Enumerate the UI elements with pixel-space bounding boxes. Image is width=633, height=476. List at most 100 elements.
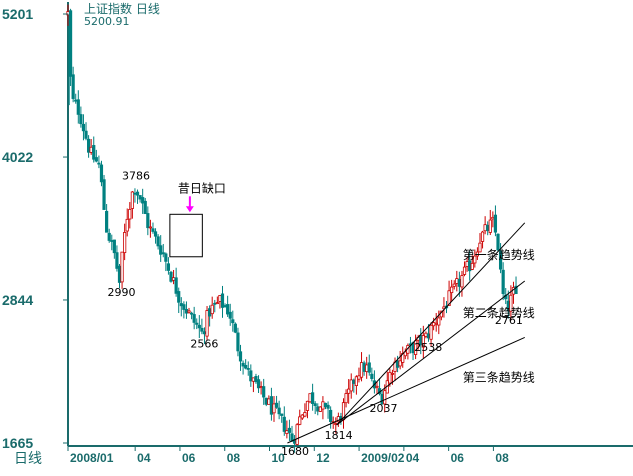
candle-down (501, 269, 505, 294)
candle-down (151, 228, 155, 232)
candle-up (285, 430, 289, 434)
candle-down (138, 195, 142, 200)
x-tick-label: 04 (137, 451, 151, 465)
candle-down (143, 200, 147, 215)
candle-down (208, 308, 212, 317)
candle-down (107, 232, 111, 241)
candle-down (370, 373, 374, 379)
chart-header: 上证指数 日线 5200.91 日线 (14, 1, 160, 467)
point-label: 2538 (414, 341, 442, 354)
y-tick-label: 4022 (2, 149, 33, 165)
candle-down (233, 323, 237, 333)
candle-down (174, 277, 178, 294)
candle-down (156, 236, 160, 247)
candle-down (141, 197, 145, 204)
candle-up (357, 375, 361, 380)
y-tick-labels: 5201 4022 2844 1665 (2, 6, 68, 451)
candle-down (202, 331, 207, 335)
point-label: 2990 (107, 286, 135, 299)
candle-down (94, 157, 98, 162)
candle-up (452, 283, 456, 287)
candle-down (262, 386, 266, 398)
gap-annotation: 昔日缺口 (169, 180, 226, 258)
candle-up (475, 251, 480, 257)
candle-up (359, 362, 364, 378)
x-tick-label: 04 (406, 451, 420, 465)
candle-up (295, 424, 299, 445)
candle-up (488, 219, 492, 233)
candle-down (249, 370, 253, 382)
candle-up (303, 412, 307, 417)
candle-down (362, 362, 366, 372)
candle-down (493, 214, 498, 233)
gap-arrow-head (185, 206, 194, 213)
candle-up (120, 251, 124, 283)
candle-up (89, 146, 93, 153)
candle-up (383, 390, 387, 405)
candle-up (123, 232, 127, 254)
candle-down (323, 402, 328, 408)
candle-down (169, 271, 173, 282)
x-tick-label: 06 (451, 451, 465, 465)
trendline (287, 336, 525, 444)
x-tick-label: 06 (182, 451, 196, 465)
candle-up (424, 332, 428, 337)
candle-down (282, 416, 286, 432)
candle-up (305, 400, 310, 411)
candle-down (192, 314, 196, 323)
y-tick-label: 1665 (2, 435, 33, 451)
candle-up (403, 351, 407, 357)
candle-down (105, 210, 109, 233)
candle-down (241, 362, 245, 367)
candle-up (130, 191, 134, 209)
trendline (336, 280, 526, 426)
candle-up (434, 322, 438, 325)
candle-up (218, 295, 222, 302)
candle-down (164, 253, 168, 262)
candle-up (267, 398, 271, 405)
candle-down (236, 332, 240, 352)
candle-up (148, 226, 152, 229)
candle-up (398, 360, 402, 367)
candle-up (388, 371, 392, 384)
candle-down (97, 162, 101, 165)
candle-up (349, 379, 353, 392)
candle-down (496, 233, 500, 251)
candle-down (189, 312, 194, 315)
y-tick-label: 5201 (2, 6, 33, 22)
candle-up (491, 216, 495, 220)
candle-down (153, 231, 158, 237)
candle-up (483, 224, 487, 232)
candle-up (478, 242, 482, 253)
candle-down (228, 311, 232, 319)
candle-down (71, 74, 75, 99)
candle-down (146, 213, 150, 229)
candle-down (84, 130, 88, 139)
point-label: 3786 (122, 170, 150, 183)
gap-box (169, 213, 203, 258)
candle-down (76, 99, 80, 115)
x-tick-label: 08 (227, 451, 241, 465)
candle-up (318, 406, 322, 412)
candle-up (375, 385, 379, 388)
candle-down (117, 265, 122, 283)
candle-up (300, 414, 304, 419)
trendline-label: 第三条趋势线 (463, 370, 535, 384)
chart-subtitle-value: 5200.91 (84, 15, 130, 28)
candle-down (213, 302, 217, 305)
candle-down (195, 322, 199, 325)
candle-down (226, 304, 230, 315)
candle-up (432, 322, 436, 327)
x-tick-label: 2008/01 (70, 451, 114, 465)
candle-down (457, 278, 461, 287)
candle-down (161, 252, 165, 255)
candle-down (68, 10, 73, 77)
candle-up (205, 310, 209, 337)
candle-down (246, 368, 250, 370)
candle-up (344, 393, 348, 404)
candle-up (125, 218, 129, 232)
candle-down (316, 406, 320, 412)
candle-down (200, 327, 204, 332)
